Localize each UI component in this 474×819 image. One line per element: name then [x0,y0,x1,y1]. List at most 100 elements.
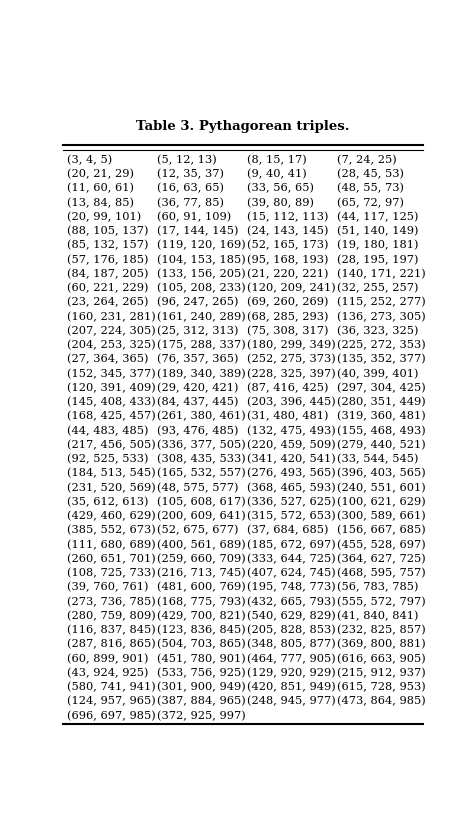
Text: (40, 399, 401): (40, 399, 401) [337,368,419,378]
Text: (85, 132, 157): (85, 132, 157) [67,240,149,251]
Text: (132, 475, 493): (132, 475, 493) [247,425,336,435]
Text: (407, 624, 745): (407, 624, 745) [247,568,336,577]
Text: (100, 621, 629): (100, 621, 629) [337,496,426,506]
Text: (168, 775, 793): (168, 775, 793) [157,595,246,606]
Text: (228, 325, 397): (228, 325, 397) [247,368,336,378]
Text: (16, 63, 65): (16, 63, 65) [157,183,224,193]
Text: (29, 420, 421): (29, 420, 421) [157,382,239,392]
Text: (300, 589, 661): (300, 589, 661) [337,510,426,521]
Text: (33, 544, 545): (33, 544, 545) [337,454,419,464]
Text: (28, 195, 197): (28, 195, 197) [337,254,419,265]
Text: (387, 884, 965): (387, 884, 965) [157,695,246,706]
Text: (336, 527, 625): (336, 527, 625) [247,496,336,506]
Text: (217, 456, 505): (217, 456, 505) [67,439,156,450]
Text: (115, 252, 277): (115, 252, 277) [337,296,426,307]
Text: (468, 595, 757): (468, 595, 757) [337,568,426,577]
Text: (175, 288, 337): (175, 288, 337) [157,340,246,350]
Text: (287, 816, 865): (287, 816, 865) [67,639,156,649]
Text: (432, 665, 793): (432, 665, 793) [247,595,336,606]
Text: (205, 828, 853): (205, 828, 853) [247,624,336,635]
Text: (504, 703, 865): (504, 703, 865) [157,639,246,649]
Text: (76, 357, 365): (76, 357, 365) [157,354,239,364]
Text: (333, 644, 725): (333, 644, 725) [247,553,336,563]
Text: (12, 35, 37): (12, 35, 37) [157,169,224,179]
Text: (33, 56, 65): (33, 56, 65) [247,183,314,193]
Text: (84, 437, 445): (84, 437, 445) [157,396,239,407]
Text: (123, 836, 845): (123, 836, 845) [157,624,246,635]
Text: (20, 99, 101): (20, 99, 101) [67,211,142,222]
Text: (341, 420, 541): (341, 420, 541) [247,454,336,464]
Text: (533, 756, 925): (533, 756, 925) [157,667,246,677]
Text: (207, 224, 305): (207, 224, 305) [67,325,156,336]
Text: (96, 247, 265): (96, 247, 265) [157,296,239,307]
Text: (315, 572, 653): (315, 572, 653) [247,510,336,521]
Text: (105, 608, 617): (105, 608, 617) [157,496,246,506]
Text: (215, 912, 937): (215, 912, 937) [337,667,426,677]
Text: (75, 308, 317): (75, 308, 317) [247,325,329,336]
Text: (364, 627, 725): (364, 627, 725) [337,553,426,563]
Text: (133, 156, 205): (133, 156, 205) [157,269,246,278]
Text: (580, 741, 941): (580, 741, 941) [67,681,156,691]
Text: (39, 760, 761): (39, 760, 761) [67,581,149,592]
Text: (120, 391, 409): (120, 391, 409) [67,382,156,392]
Text: (95, 168, 193): (95, 168, 193) [247,254,329,265]
Text: (615, 728, 953): (615, 728, 953) [337,681,426,691]
Text: (336, 377, 505): (336, 377, 505) [157,439,246,450]
Text: (87, 416, 425): (87, 416, 425) [247,382,329,392]
Text: (189, 340, 389): (189, 340, 389) [157,368,246,378]
Text: (464, 777, 905): (464, 777, 905) [247,653,336,663]
Text: (140, 171, 221): (140, 171, 221) [337,269,426,278]
Text: (28, 45, 53): (28, 45, 53) [337,169,404,179]
Text: (15, 112, 113): (15, 112, 113) [247,211,329,222]
Text: (165, 532, 557): (165, 532, 557) [157,468,246,478]
Text: (259, 660, 709): (259, 660, 709) [157,553,246,563]
Text: (261, 380, 461): (261, 380, 461) [157,410,246,421]
Text: (155, 468, 493): (155, 468, 493) [337,425,426,435]
Text: (696, 697, 985): (696, 697, 985) [67,710,156,720]
Text: (36, 77, 85): (36, 77, 85) [157,197,224,207]
Text: (220, 459, 509): (220, 459, 509) [247,439,336,450]
Text: (93, 476, 485): (93, 476, 485) [157,425,239,435]
Text: (280, 759, 809): (280, 759, 809) [67,610,156,620]
Text: (31, 480, 481): (31, 480, 481) [247,410,329,421]
Text: (48, 55, 73): (48, 55, 73) [337,183,404,193]
Text: Table 3. Pythagorean triples.: Table 3. Pythagorean triples. [136,120,350,133]
Text: (136, 273, 305): (136, 273, 305) [337,311,426,321]
Text: (348, 805, 877): (348, 805, 877) [247,639,336,649]
Text: (455, 528, 697): (455, 528, 697) [337,539,426,550]
Text: (60, 221, 229): (60, 221, 229) [67,283,149,293]
Text: (32, 255, 257): (32, 255, 257) [337,283,419,293]
Text: (124, 957, 965): (124, 957, 965) [67,695,156,706]
Text: (13, 84, 85): (13, 84, 85) [67,197,134,207]
Text: (231, 520, 569): (231, 520, 569) [67,482,156,492]
Text: (555, 572, 797): (555, 572, 797) [337,595,426,606]
Text: (368, 465, 593): (368, 465, 593) [247,482,336,492]
Text: (135, 352, 377): (135, 352, 377) [337,354,426,364]
Text: (3, 4, 5): (3, 4, 5) [67,155,113,165]
Text: (27, 364, 365): (27, 364, 365) [67,354,149,364]
Text: (60, 899, 901): (60, 899, 901) [67,653,149,663]
Text: (473, 864, 985): (473, 864, 985) [337,695,426,706]
Text: (65, 72, 97): (65, 72, 97) [337,197,404,207]
Text: (17, 144, 145): (17, 144, 145) [157,226,239,236]
Text: (481, 600, 769): (481, 600, 769) [157,581,246,592]
Text: (68, 285, 293): (68, 285, 293) [247,311,329,321]
Text: (168, 425, 457): (168, 425, 457) [67,410,156,421]
Text: (129, 920, 929): (129, 920, 929) [247,667,336,677]
Text: (616, 663, 905): (616, 663, 905) [337,653,426,663]
Text: (319, 360, 481): (319, 360, 481) [337,410,426,421]
Text: (25, 312, 313): (25, 312, 313) [157,325,239,336]
Text: (372, 925, 997): (372, 925, 997) [157,710,246,720]
Text: (429, 460, 629): (429, 460, 629) [67,510,156,521]
Text: (43, 924, 925): (43, 924, 925) [67,667,149,677]
Text: (396, 403, 565): (396, 403, 565) [337,468,426,478]
Text: (8, 15, 17): (8, 15, 17) [247,155,307,165]
Text: (57, 176, 185): (57, 176, 185) [67,254,149,265]
Text: (37, 684, 685): (37, 684, 685) [247,525,329,535]
Text: (36, 323, 325): (36, 323, 325) [337,325,419,336]
Text: (23, 264, 265): (23, 264, 265) [67,296,149,307]
Text: (104, 153, 185): (104, 153, 185) [157,254,246,265]
Text: (111, 680, 689): (111, 680, 689) [67,539,156,550]
Text: (369, 800, 881): (369, 800, 881) [337,639,426,649]
Text: (88, 105, 137): (88, 105, 137) [67,226,149,236]
